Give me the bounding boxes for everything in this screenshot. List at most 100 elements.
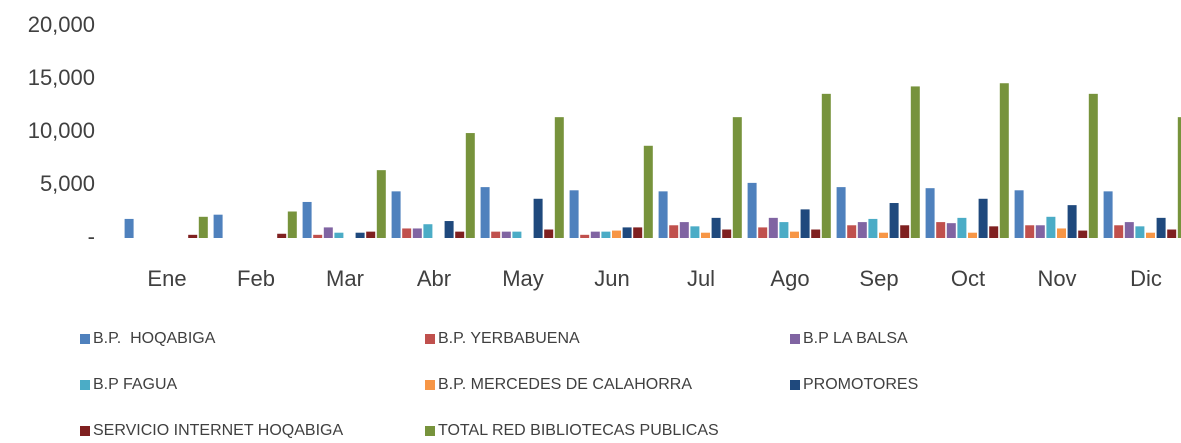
bar (889, 203, 899, 238)
bar (946, 223, 956, 238)
bar (622, 227, 632, 238)
bar (213, 214, 223, 238)
x-tick-label: Mar (326, 266, 364, 291)
bar (198, 216, 208, 238)
bar (402, 228, 412, 238)
bar (491, 231, 501, 238)
y-tick-label: 10,000 (28, 118, 95, 143)
bar (323, 227, 333, 238)
bar (1124, 222, 1134, 238)
bar (957, 217, 967, 238)
bar (900, 225, 910, 238)
legend-swatch (80, 426, 90, 436)
bar (455, 231, 465, 238)
bar (811, 229, 821, 238)
y-tick-label: - (88, 224, 95, 249)
y-tick-label: 15,000 (28, 65, 95, 90)
bar (287, 211, 297, 238)
bar (444, 221, 454, 238)
bar (124, 218, 134, 238)
bar (277, 233, 287, 238)
bar (1078, 230, 1088, 238)
legend-swatch (790, 334, 800, 344)
bar (978, 198, 988, 238)
bar (836, 187, 846, 238)
legend-swatch (80, 380, 90, 390)
bar (313, 234, 323, 238)
bar (910, 86, 920, 238)
legend-label: B.P. YERBABUENA (438, 330, 580, 347)
bar (366, 231, 376, 238)
bar (821, 93, 831, 238)
bar (690, 226, 700, 238)
bar (1067, 205, 1077, 238)
bar (633, 227, 643, 238)
bar (544, 229, 554, 238)
bar (1156, 217, 1166, 238)
bar (465, 133, 475, 238)
bar (879, 232, 888, 238)
legend-swatch (425, 380, 435, 390)
legend-swatch (425, 426, 435, 436)
bar (1177, 117, 1181, 238)
bar (758, 227, 768, 238)
bar (658, 191, 668, 238)
bar (790, 231, 799, 238)
bar (711, 217, 721, 238)
legend-label: PROMOTORES (803, 376, 918, 393)
bar (480, 187, 490, 238)
legend-swatch (425, 334, 435, 344)
bar (679, 222, 689, 238)
legend-label: TOTAL RED BIBLIOTECAS PUBLICAS (438, 422, 719, 439)
bar (612, 230, 621, 238)
x-tick-label: Ago (770, 266, 809, 291)
bar (1167, 229, 1177, 238)
bar (334, 232, 344, 238)
x-tick-label: Oct (951, 266, 985, 291)
bar (501, 231, 511, 238)
bar (412, 228, 422, 238)
bar (1088, 93, 1098, 238)
x-tick-label: Ene (147, 266, 186, 291)
bar (1114, 225, 1124, 238)
bar (936, 222, 946, 238)
bar (779, 222, 789, 238)
bar (857, 222, 867, 238)
bar (1103, 191, 1113, 238)
bar (580, 234, 590, 238)
bar (601, 231, 611, 238)
bar (1035, 225, 1045, 238)
bar (1057, 228, 1066, 238)
x-tick-label: Dic (1130, 266, 1162, 291)
bar (669, 225, 679, 238)
bar (590, 231, 600, 238)
bar (701, 232, 710, 238)
bar (747, 182, 757, 238)
bar (554, 117, 564, 238)
bar (643, 145, 653, 238)
legend-label: B.P. MERCEDES DE CALAHORRA (438, 376, 692, 393)
bar (722, 229, 732, 238)
legend-label: SERVICIO INTERNET HOQABIGA (93, 422, 343, 439)
bar (423, 224, 433, 238)
x-tick-label: Jun (594, 266, 629, 291)
y-tick-label: 5,000 (40, 171, 95, 196)
bar (1135, 226, 1145, 238)
bar (732, 117, 742, 238)
legend-label: B.P FAGUA (93, 376, 178, 393)
bar (512, 231, 522, 238)
x-tick-label: May (502, 266, 544, 291)
bar (1046, 216, 1056, 238)
x-tick-label: Feb (237, 266, 275, 291)
bar (569, 190, 579, 238)
x-tick-label: Nov (1037, 266, 1076, 291)
y-tick-label: 20,000 (28, 12, 95, 37)
x-tick-label: Jul (687, 266, 715, 291)
bar (391, 191, 401, 238)
bar (1014, 190, 1024, 238)
bar (376, 170, 386, 238)
bar (800, 209, 810, 238)
legend-label: B.P. HOQABIGA (93, 330, 216, 347)
bar (188, 234, 198, 238)
